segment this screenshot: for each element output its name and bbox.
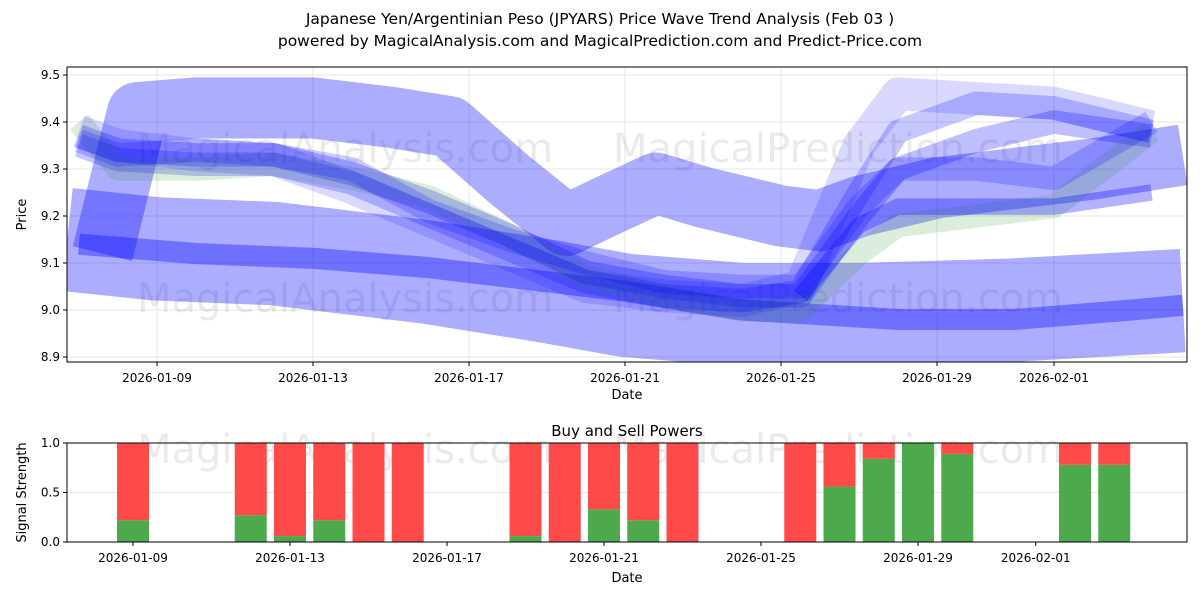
buy-bar-2026-01-13: [274, 536, 306, 542]
sell-bar-2026-01-22: [627, 443, 660, 521]
y-tick-label: 9.2: [41, 209, 60, 223]
wave-band-lower-wide: [67, 188, 1186, 362]
x-tick-label: 2026-01-13: [255, 551, 325, 565]
y-tick-label: 9.1: [41, 256, 60, 270]
sell-bar-2026-01-13: [274, 443, 306, 537]
x-tick-label: 2026-01-21: [590, 371, 660, 385]
y-tick-label: 0.0: [41, 535, 60, 549]
sell-bar-2026-01-28: [862, 443, 895, 459]
price-chart: 2026-01-09 2026-01-13 2026-01-17 2026-01-21…: [15, 66, 1188, 403]
plot-frame: [66, 66, 1188, 363]
sell-bar-2026-01-27: [823, 443, 856, 487]
watermark: MagicalAnalysis.com: [137, 276, 553, 322]
wave-band-wave-4: [75, 111, 1158, 299]
buy-bar-2026-02-02: [1059, 464, 1091, 542]
buy-bar-2026-01-12: [234, 515, 267, 542]
wave-band-wave-1: [75, 110, 1154, 308]
buy-bar-2026-01-21: [588, 509, 620, 542]
sell-bar-2026-01-21: [588, 443, 620, 510]
wave-band-wave-5: [73, 77, 1156, 318]
buy-bar-2026-01-27: [823, 486, 856, 542]
x-tick-label: 2026-01-13: [278, 371, 348, 385]
buy-bar-2026-01-14: [313, 520, 346, 542]
sell-bar-2026-01-09: [117, 443, 149, 521]
buy-bar-2026-01-29: [902, 443, 934, 542]
sell-bar-2026-02-03: [1098, 443, 1131, 465]
y-tick-label: 9.5: [41, 68, 60, 82]
chart-title: Japanese Yen/Argentinian Peso (JPYARS) P…: [305, 10, 895, 28]
x-axis-label: Date: [611, 571, 642, 586]
sell-bar-2026-01-23: [666, 443, 699, 542]
x-tick-label: 2026-01-29: [902, 371, 972, 385]
sell-bar-2026-01-15: [352, 443, 385, 542]
y-tick-label: 9.4: [41, 115, 60, 129]
buy-bar-2026-02-03: [1098, 464, 1131, 542]
x-tick-label: 2026-02-01: [1019, 371, 1089, 385]
buy-bar-2026-01-09: [117, 520, 149, 542]
sell-bar-2026-01-14: [313, 443, 346, 521]
buy-bar-2026-01-30: [941, 453, 974, 542]
watermark: MagicalPrediction.com: [613, 126, 1063, 172]
watermark: MagicalAnalysis.com: [137, 126, 553, 172]
plot-frame: [66, 442, 1188, 543]
chart-subtitle: powered by MagicalAnalysis.com and Magic…: [277, 32, 923, 50]
sell-bar-2026-01-19: [509, 443, 542, 537]
y-tick-label: 1.0: [41, 436, 60, 450]
y-axis-label: Signal Strength: [15, 442, 30, 542]
y-tick-label: 8.9: [41, 350, 60, 364]
x-tick-label: 2026-01-25: [726, 551, 796, 565]
y-tick-label: 0.5: [41, 486, 60, 500]
x-tick-label: 2026-02-01: [1001, 551, 1071, 565]
buy-sell-chart: 2026-01-09 2026-01-13 2026-01-17 2026-01-21…: [15, 422, 1188, 586]
wave-band-wave-2: [75, 91, 1155, 313]
sell-bar-2026-01-16: [391, 443, 424, 542]
x-tick-label: 2026-01-25: [746, 371, 816, 385]
buy-bar-2026-01-19: [509, 536, 542, 542]
x-tick-label: 2026-01-29: [883, 551, 953, 565]
x-tick-label: 2026-01-17: [434, 371, 504, 385]
sell-bar-2026-01-26: [784, 443, 817, 542]
x-tick-label: 2026-01-21: [569, 551, 639, 565]
sell-bar-2026-01-12: [234, 443, 267, 516]
x-tick-label: 2026-01-09: [98, 551, 168, 565]
sell-bar-2026-01-20: [548, 443, 581, 542]
wave-band-wave-6: [794, 184, 1153, 302]
buy-bar-2026-01-28: [862, 458, 895, 542]
sell-bar-2026-01-30: [941, 443, 974, 454]
x-axis-label: Date: [611, 388, 642, 403]
y-axis-label: Price: [15, 199, 30, 231]
x-tick-label: 2026-01-17: [412, 551, 482, 565]
watermark: MagicalPrediction.com: [613, 276, 1063, 322]
wave-band-wave-3: [69, 114, 1159, 322]
y-tick-label: 9.0: [41, 303, 60, 317]
subchart-title: Buy and Sell Powers: [551, 422, 703, 440]
x-tick-label: 2026-01-09: [122, 371, 192, 385]
wave-band-upper-wide: [72, 77, 1187, 261]
y-tick-label: 9.3: [41, 162, 60, 176]
sell-bar-2026-02-02: [1059, 443, 1091, 465]
wave-band-lower-core: [78, 233, 1184, 330]
buy-bar-2026-01-22: [627, 520, 660, 542]
bands-group: [67, 77, 1187, 362]
